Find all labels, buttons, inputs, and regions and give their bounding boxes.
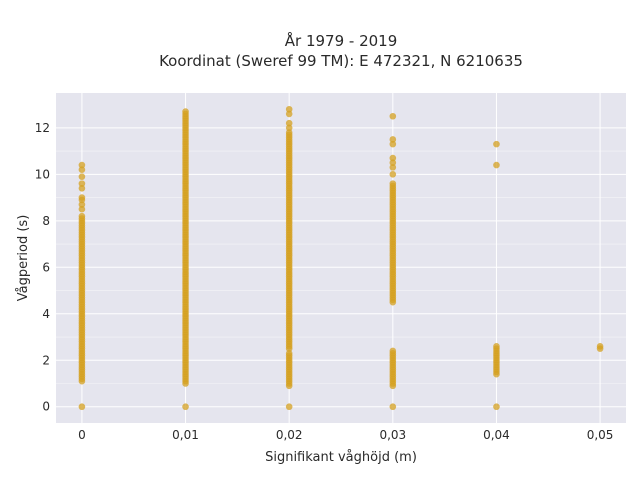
chart-subtitle: Koordinat (Sweref 99 TM): E 472321, N 62… xyxy=(159,52,523,70)
data-point xyxy=(493,343,500,350)
data-point xyxy=(78,184,86,192)
data-point xyxy=(285,110,293,118)
y-tick-label: 12 xyxy=(35,121,50,135)
data-point xyxy=(389,136,397,143)
data-point xyxy=(493,140,500,148)
data-point xyxy=(182,108,189,115)
x-tick-label: 0,01 xyxy=(172,428,199,442)
data-point xyxy=(389,171,397,178)
data-points xyxy=(78,105,604,411)
data-point xyxy=(389,154,397,162)
data-point xyxy=(389,159,397,167)
data-point xyxy=(389,140,397,148)
data-point xyxy=(596,343,604,350)
chart-title: År 1979 - 2019 xyxy=(285,31,398,50)
data-point xyxy=(182,403,189,411)
data-point xyxy=(78,201,86,208)
data-point xyxy=(389,347,397,355)
data-point xyxy=(78,173,86,180)
x-tick-label: 0,02 xyxy=(276,428,303,442)
x-axis-title: Signifikant våghöjd (m) xyxy=(265,450,417,465)
y-tick-label: 2 xyxy=(42,353,50,367)
data-point xyxy=(493,161,500,169)
data-point xyxy=(389,112,397,120)
data-point xyxy=(78,403,86,411)
data-point xyxy=(78,180,86,187)
y-tick-labels: 0 2 4 6 8 10 12 xyxy=(35,121,50,414)
data-point xyxy=(285,119,293,127)
data-point xyxy=(285,124,293,132)
data-point xyxy=(389,164,397,171)
data-point xyxy=(285,105,293,113)
data-point xyxy=(285,129,293,136)
data-point xyxy=(78,166,86,173)
data-point xyxy=(78,194,86,201)
y-axis-title: Vågperiod (s) xyxy=(16,215,31,302)
data-point xyxy=(389,180,397,187)
y-tick-label: 0 xyxy=(42,400,50,414)
x-tick-labels: 0 0,01 0,02 0,03 0,04 0,05 xyxy=(78,428,613,442)
x-tick-label: 0,04 xyxy=(483,428,510,442)
x-tick-label: 0,05 xyxy=(587,428,614,442)
data-point xyxy=(389,403,397,411)
data-point xyxy=(78,205,86,213)
data-point xyxy=(78,212,86,220)
y-tick-label: 10 xyxy=(35,167,50,181)
data-point xyxy=(285,403,293,411)
data-point xyxy=(493,403,500,411)
x-tick-label: 0 xyxy=(78,428,86,442)
y-tick-label: 8 xyxy=(42,214,50,228)
y-tick-label: 4 xyxy=(42,307,50,321)
data-point xyxy=(285,349,293,357)
plot-background xyxy=(56,93,626,423)
y-tick-label: 6 xyxy=(42,260,50,274)
data-point xyxy=(78,161,86,169)
x-tick-label: 0,03 xyxy=(379,428,406,442)
